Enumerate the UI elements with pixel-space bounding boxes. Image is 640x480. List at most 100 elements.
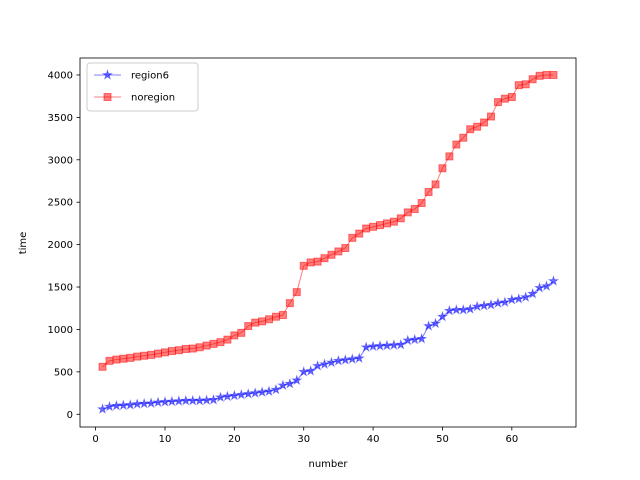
data-point-noregion <box>334 247 343 256</box>
x-axis-ticks: 0 10 20 30 40 50 60 <box>92 427 518 445</box>
data-point-region6 <box>298 366 310 377</box>
data-point-region6 <box>436 310 449 322</box>
x-tick-label: 0 <box>92 434 98 445</box>
data-point-noregion <box>140 351 149 360</box>
data-point-region6 <box>346 353 358 364</box>
data-point-noregion <box>452 140 461 149</box>
data-point-noregion <box>292 288 301 297</box>
legend-marker <box>101 69 114 80</box>
data-point-noregion <box>459 133 468 142</box>
data-point-noregion <box>473 122 482 131</box>
data-point-noregion <box>389 217 398 226</box>
data-point-region6 <box>547 275 560 286</box>
y-tick-label: 2500 <box>48 198 73 209</box>
data-point-noregion <box>202 341 211 350</box>
y-axis-ticks: 0 500 1000 1500 2000 2500 3000 3500 4000 <box>48 70 80 421</box>
data-point-region6 <box>277 379 289 391</box>
y-tick-label: 1500 <box>48 283 73 294</box>
data-point-region6 <box>416 332 428 344</box>
data-point-region6 <box>520 291 532 302</box>
data-point-region6 <box>527 287 539 299</box>
y-tick-label: 3500 <box>48 113 73 124</box>
data-point-region6 <box>540 280 553 291</box>
x-tick-label: 40 <box>367 434 380 445</box>
data-point-noregion <box>341 244 350 253</box>
data-point-noregion <box>230 331 239 340</box>
x-tick-label: 30 <box>297 434 310 445</box>
data-point-noregion <box>466 125 475 134</box>
data-point-region6 <box>353 352 365 364</box>
data-point-region6 <box>221 390 233 402</box>
data-point-noregion <box>376 221 385 230</box>
data-point-region6 <box>471 300 483 312</box>
data-point-noregion <box>174 346 183 355</box>
y-tick-label: 500 <box>54 367 73 378</box>
data-point-region6 <box>492 297 504 308</box>
plot-area <box>79 57 577 428</box>
x-tick-label: 10 <box>159 434 172 445</box>
data-point-region6 <box>291 374 303 386</box>
x-tick-label: 50 <box>436 434 449 445</box>
data-point-region6 <box>124 399 136 410</box>
data-point-noregion <box>493 98 502 107</box>
data-point-noregion <box>119 354 128 363</box>
data-point-noregion <box>133 352 142 361</box>
legend-entry-region6: region6 <box>94 69 169 82</box>
data-point-region6 <box>242 388 254 399</box>
data-point-noregion <box>223 335 232 344</box>
series-noregion <box>98 70 558 371</box>
data-point-region6 <box>339 354 351 365</box>
data-point-noregion <box>98 362 107 371</box>
data-point-region6 <box>409 333 421 345</box>
data-point-noregion <box>369 222 378 231</box>
data-point-region6 <box>395 338 407 350</box>
y-tick-label: 0 <box>67 410 73 421</box>
data-point-noregion <box>209 339 218 348</box>
data-point-noregion <box>438 164 447 173</box>
data-point-region6 <box>312 360 324 371</box>
data-point-region6 <box>270 383 282 395</box>
data-point-noregion <box>244 322 253 331</box>
data-point-noregion <box>424 188 433 197</box>
data-point-noregion <box>327 250 336 259</box>
data-point-noregion <box>535 71 544 80</box>
data-point-noregion <box>362 224 371 233</box>
data-point-noregion <box>258 317 267 326</box>
series-region6 <box>96 275 560 414</box>
data-point-region6 <box>103 400 116 412</box>
data-point-noregion <box>216 338 225 347</box>
y-axis-label: time <box>18 232 29 255</box>
data-point-region6 <box>332 354 344 366</box>
data-point-region6 <box>506 293 518 305</box>
data-point-region6 <box>249 387 261 398</box>
data-point-region6 <box>478 299 490 311</box>
data-point-noregion <box>265 315 274 324</box>
data-point-region6 <box>499 296 511 308</box>
data-point-noregion <box>521 80 530 89</box>
data-point-region6 <box>145 397 157 408</box>
data-point-region6 <box>457 304 469 315</box>
data-point-noregion <box>188 344 197 353</box>
data-point-noregion <box>147 350 156 359</box>
legend-label: region6 <box>131 71 169 82</box>
data-point-region6 <box>443 304 455 316</box>
data-point-noregion <box>105 356 114 365</box>
data-point-region6 <box>256 386 268 397</box>
data-point-noregion <box>195 343 204 352</box>
data-point-region6 <box>325 356 338 368</box>
x-axis-label: number <box>308 459 348 470</box>
legend-entries: region6 noregion <box>94 69 175 104</box>
data-point-region6 <box>235 388 247 400</box>
data-point-noregion <box>514 81 523 90</box>
legend: region6 noregion <box>86 62 199 112</box>
data-point-noregion <box>417 199 426 208</box>
data-point-region6 <box>228 389 240 401</box>
y-tick-label: 1000 <box>48 325 73 336</box>
legend-marker <box>103 93 112 101</box>
data-point-noregion <box>549 70 558 79</box>
data-point-noregion <box>285 299 294 308</box>
data-point-region6 <box>485 299 497 310</box>
data-point-noregion <box>299 261 308 270</box>
data-point-noregion <box>396 214 405 223</box>
data-point-noregion <box>237 328 246 337</box>
